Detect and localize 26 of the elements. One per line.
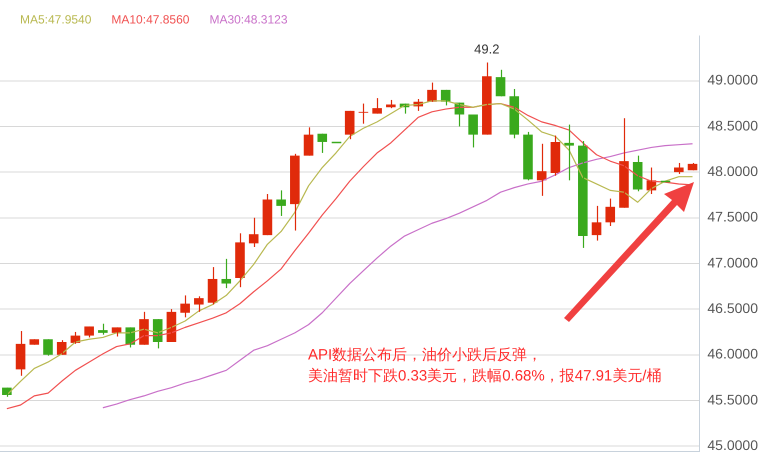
candlestick	[248, 217, 258, 248]
y-tick-label: 48.0000	[707, 162, 758, 179]
candlestick	[98, 323, 108, 336]
y-tick-label: 48.5000	[707, 117, 758, 134]
candlestick	[235, 232, 245, 288]
y-tick-label: 47.5000	[707, 208, 758, 225]
text: MA5:47.9540	[20, 12, 92, 26]
annotation: 49.2	[474, 42, 500, 57]
y-tick-label: 47.0000	[707, 254, 758, 270]
candlestick	[180, 294, 190, 318]
candlestick	[496, 69, 506, 97]
candlestick	[194, 296, 204, 312]
y-tick-label: 46.5000	[707, 300, 758, 316]
candlestick	[317, 133, 328, 154]
y-tick-label: 46.0000	[707, 346, 758, 362]
text: MA30:48.3123	[209, 12, 288, 26]
candlestick	[43, 338, 53, 356]
y-tick-label: 45.0000	[707, 436, 758, 453]
candlestick	[523, 131, 533, 181]
annotation: 美油暂时下跌0.33美元，跌幅0.68%，报47.91美元/桶	[308, 368, 662, 385]
candlestick	[276, 190, 286, 217]
y-tick-label: 45.5000	[707, 391, 758, 408]
annotation: API数据公布后，油价小跌后反弹，	[308, 346, 542, 364]
text: MA10:47.8560	[111, 12, 190, 26]
y-tick-label: 49.0000	[707, 72, 758, 88]
candlestick	[592, 205, 602, 242]
